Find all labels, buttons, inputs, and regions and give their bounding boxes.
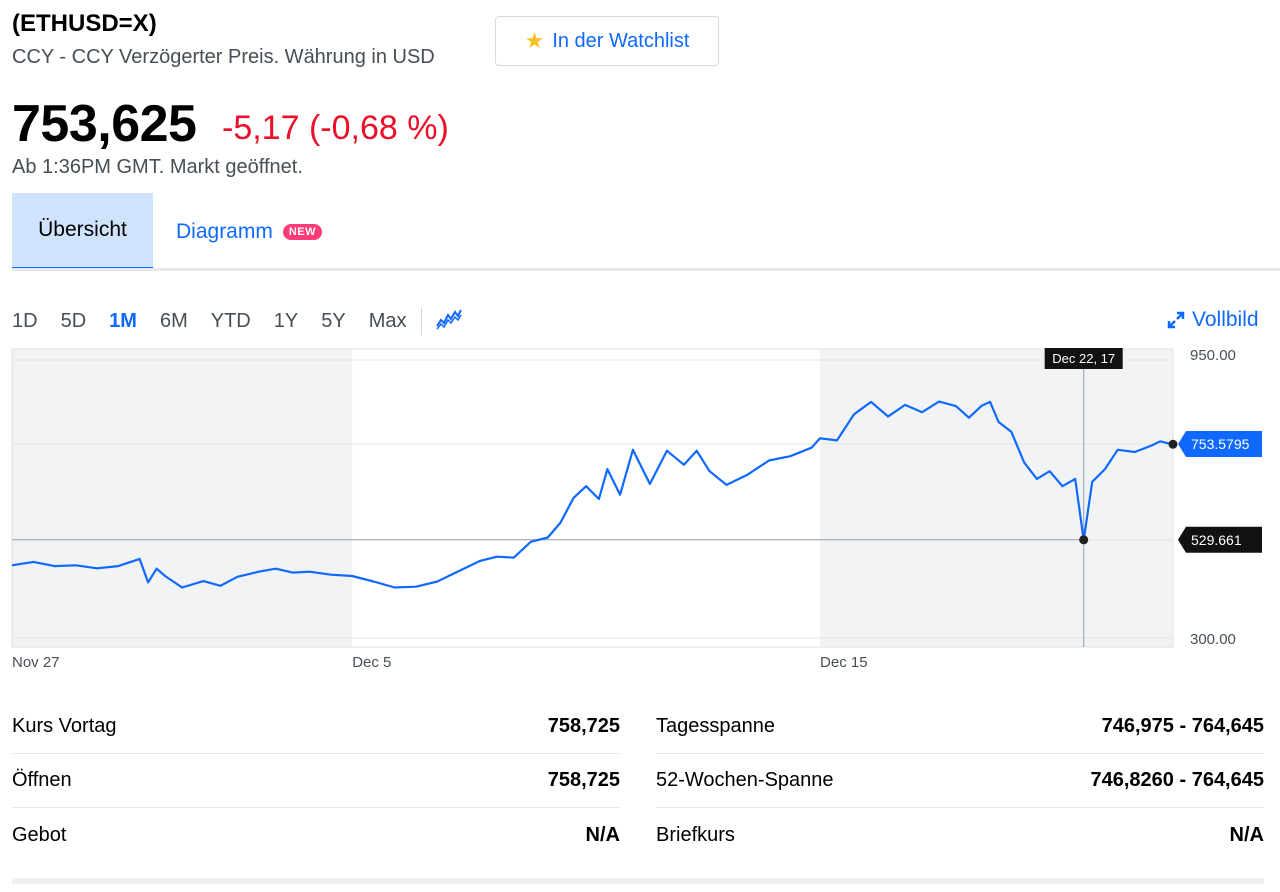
last-price-dot [1168,439,1178,449]
crosshair-value-tag [1178,526,1262,553]
crosshair-value-label: 529.661 [1191,532,1242,548]
tab-overview[interactable]: Übersicht [12,193,153,271]
y-tick-label: 950.00 [1190,347,1236,364]
current-price-tag [1178,431,1262,458]
range-button-5d[interactable]: 5D [60,309,87,332]
x-tick-label: Dec 15 [820,654,868,671]
stat-value: 746,975 - 764,645 [1101,715,1264,737]
stat-label: Öffnen [12,769,72,791]
fullscreen-button[interactable]: Vollbild [1166,308,1259,332]
stat-value: N/A [1229,823,1264,846]
new-badge: NEW [282,224,323,240]
stat-label: Gebot [12,823,67,846]
crosshair-dot [1079,535,1089,545]
range-button-5y[interactable]: 5Y [321,309,346,332]
range-selector: 1D 5D 1M 6M YTD 1Y 5Y Max [12,306,463,336]
price-line [11,400,1174,589]
range-button-1y[interactable]: 1Y [273,309,299,332]
range-button-ytd[interactable]: YTD [210,309,251,332]
shaded-band [12,349,353,647]
tab-divider [12,268,1280,271]
star-icon: ★ [524,28,545,53]
stat-value: 758,725 [547,769,620,791]
stat-row: Tagesspanne 746,975 - 764,645 [656,700,1264,754]
stat-label: Kurs Vortag [12,715,117,737]
range-button-6m[interactable]: 6M [159,309,188,332]
stat-value: 758,725 [547,715,620,737]
current-price: 753,625 [12,95,197,153]
section-divider [12,878,1264,884]
stat-row: Briefkurs N/A [656,808,1264,862]
watchlist-button[interactable]: ★ In der Watchlist [495,16,719,66]
range-divider [421,307,423,335]
stat-row: 52-Wochen-Spanne 746,8260 - 764,645 [656,754,1264,808]
current-price-label: 753.5795 [1191,436,1250,452]
stat-value: N/A [585,823,620,846]
chart-type-icon[interactable] [436,308,463,335]
price-change: -5,17 (-0,68 %) [222,109,449,147]
tab-chart-label: Diagramm [176,220,273,243]
crosshair-date-tag [1044,348,1123,369]
shaded-band [820,349,1173,647]
plot-border [11,348,1174,648]
exchange-info: CCY - CCY Verzögerter Preis. Währung in … [12,46,435,68]
market-status: Ab 1:36PM GMT. Markt geöffnet. [12,156,303,178]
stat-label: Briefkurs [656,823,735,846]
stat-row: Kurs Vortag 758,725 [12,700,620,754]
stat-label: Tagesspanne [656,715,775,737]
expand-icon [1167,311,1185,329]
stat-label: 52-Wochen-Spanne [656,769,834,791]
watchlist-label: In der Watchlist [552,29,690,52]
x-tick-label: Dec 5 [352,654,391,671]
tab-overview-label: Übersicht [38,218,127,241]
ticker-symbol: (ETHUSD=X) [12,10,157,37]
y-tick-label: 300.00 [1190,631,1236,648]
price-chart[interactable]: 950.00 300.00 Nov 27 Dec 5 Dec 15 753.5795 529… [0,340,1280,680]
fullscreen-label: Vollbild [1192,308,1259,331]
tab-chart[interactable]: Diagramm NEW [176,193,323,271]
range-button-1m[interactable]: 1M [109,309,137,332]
range-button-1d[interactable]: 1D [12,309,38,332]
range-button-max[interactable]: Max [368,309,407,332]
stat-value: 746,8260 - 764,645 [1090,769,1265,791]
crosshair-date-label: Dec 22, 17 [1052,351,1115,366]
stat-row: Gebot N/A [12,808,620,862]
stat-row: Öffnen 758,725 [12,754,620,808]
x-tick-label: Nov 27 [12,654,60,671]
